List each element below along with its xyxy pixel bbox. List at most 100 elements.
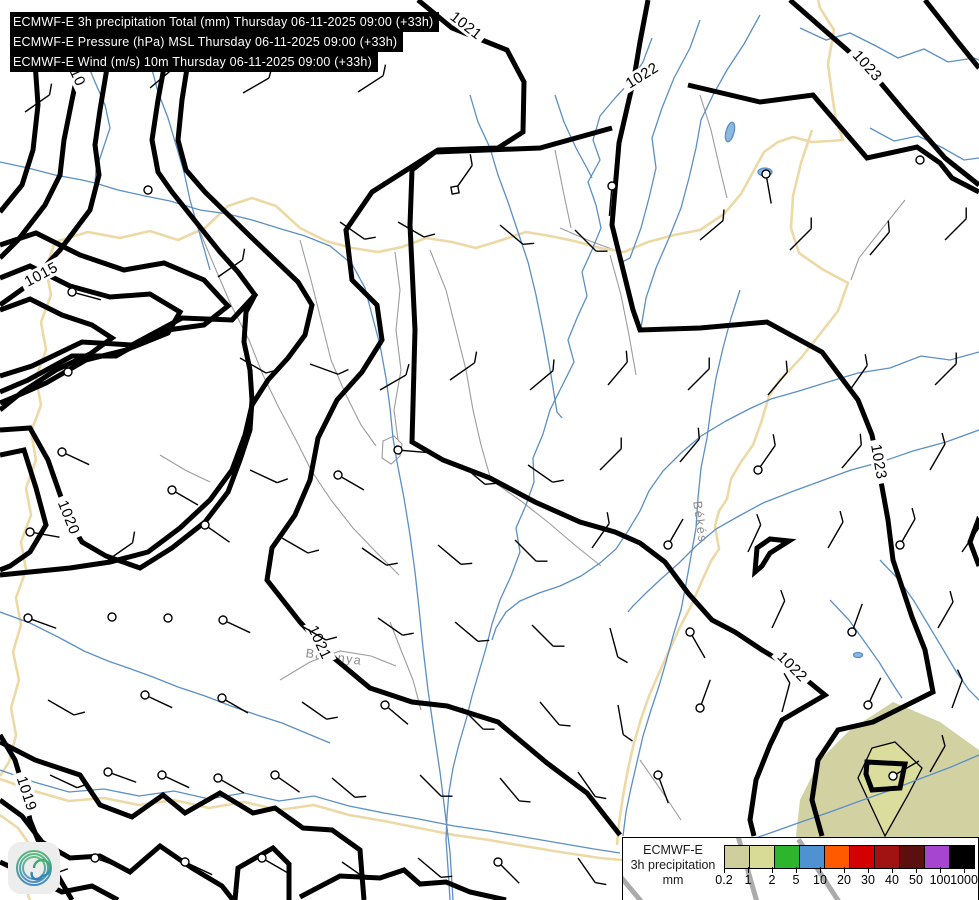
barb-shaft bbox=[175, 491, 199, 506]
barb-tick bbox=[337, 368, 349, 375]
legend-tick-label: 50 bbox=[909, 873, 923, 887]
station-circle bbox=[847, 627, 857, 637]
barb-tick bbox=[780, 589, 786, 602]
barb-shaft bbox=[574, 229, 597, 252]
barb-shaft bbox=[107, 542, 133, 561]
barb-shaft bbox=[896, 760, 920, 775]
barb-tick bbox=[553, 645, 565, 647]
wind-barb bbox=[107, 612, 117, 622]
barb-shaft bbox=[49, 774, 78, 789]
barb-shaft bbox=[766, 178, 772, 204]
isobar-label-text: 1023 bbox=[867, 443, 890, 481]
barb-shaft bbox=[527, 464, 553, 483]
legend-tick bbox=[820, 867, 821, 873]
wind-barb bbox=[180, 857, 213, 876]
wind-barb bbox=[653, 770, 669, 804]
header-line-wind: ECMWF-E Wind (m/s) 10m Thursday 06-11-20… bbox=[10, 52, 378, 72]
barb-shaft bbox=[65, 453, 90, 466]
station-circle bbox=[157, 770, 167, 780]
barb-shaft bbox=[687, 368, 710, 391]
legend-tick-label: 0.2 bbox=[715, 873, 733, 887]
station-circle bbox=[25, 527, 35, 537]
legend-tick bbox=[844, 867, 845, 873]
wind-barb bbox=[607, 181, 617, 216]
barb-tick bbox=[473, 351, 478, 363]
wind-barb bbox=[753, 434, 776, 475]
wind-barb bbox=[380, 700, 409, 725]
wind-barb bbox=[63, 352, 92, 377]
station-circle bbox=[653, 770, 663, 780]
station-circle bbox=[103, 767, 113, 777]
wind-barb bbox=[270, 770, 300, 793]
barb-tick bbox=[460, 562, 473, 565]
isobar-label: 1023 bbox=[867, 438, 891, 485]
country-borders-layer bbox=[0, 0, 850, 900]
isobar-label-text: 1015 bbox=[22, 259, 61, 291]
barb-shaft bbox=[658, 778, 669, 804]
barb-tick bbox=[622, 733, 633, 742]
wind-barb bbox=[929, 432, 946, 471]
legend-swatch bbox=[824, 845, 850, 869]
wind-barb bbox=[213, 773, 245, 794]
wind-barb bbox=[687, 357, 710, 391]
barb-tick bbox=[241, 248, 246, 260]
legend-title-unit: mm bbox=[662, 873, 684, 887]
wind-barb bbox=[377, 617, 414, 636]
wind-barb bbox=[437, 544, 473, 565]
barb-shaft bbox=[299, 624, 327, 641]
barb-shaft bbox=[827, 521, 844, 549]
station-circle bbox=[663, 540, 673, 550]
wind-barb bbox=[599, 437, 622, 471]
station-circle bbox=[380, 700, 390, 710]
wind-barb bbox=[944, 207, 967, 241]
barb-shaft bbox=[419, 774, 442, 797]
barb-tick bbox=[536, 560, 548, 562]
barb-tick bbox=[949, 590, 954, 603]
wind-barb bbox=[25, 527, 60, 538]
barb-shaft bbox=[760, 445, 776, 467]
barb-shaft bbox=[929, 443, 946, 471]
barb-shaft bbox=[165, 776, 190, 789]
barb-shaft bbox=[699, 220, 724, 241]
legend-tick bbox=[892, 867, 893, 873]
wind-barb bbox=[591, 512, 610, 549]
wind-barb bbox=[789, 217, 812, 251]
header-line-precip: ECMWF-E 3h precipitation Total (mm) Thur… bbox=[10, 12, 440, 32]
barb-shaft bbox=[514, 539, 537, 562]
station-circle bbox=[607, 181, 617, 191]
wind-barb bbox=[499, 224, 535, 245]
wind-barb bbox=[539, 701, 571, 727]
wind-barb bbox=[67, 287, 102, 301]
isobar-label: 1020 bbox=[53, 493, 85, 541]
city-outline bbox=[381, 435, 403, 465]
barb-shaft bbox=[461, 707, 484, 730]
barb-shaft bbox=[341, 861, 367, 880]
wind-barb bbox=[301, 701, 338, 720]
wind-barb bbox=[393, 445, 428, 455]
barb-shaft bbox=[869, 231, 890, 256]
legend-tick-label: 5 bbox=[792, 873, 800, 887]
barb-shaft bbox=[76, 292, 102, 301]
station-circle bbox=[213, 773, 223, 783]
station-circle bbox=[895, 540, 905, 550]
barb-tick bbox=[697, 427, 700, 440]
barb-tick bbox=[941, 432, 946, 445]
barb-tick bbox=[76, 783, 89, 789]
wind-barb bbox=[107, 531, 136, 561]
barb-tick bbox=[965, 207, 967, 219]
wind-barb bbox=[929, 734, 946, 773]
legend-swatch bbox=[924, 845, 950, 869]
barb-shaft bbox=[357, 75, 384, 93]
barb-shaft bbox=[767, 371, 788, 396]
wind-barb bbox=[609, 627, 628, 664]
station-circle bbox=[915, 155, 925, 165]
wind-barb bbox=[863, 677, 882, 710]
barb-tick bbox=[839, 510, 844, 523]
wind-barb bbox=[761, 169, 772, 204]
barb-tick bbox=[325, 636, 338, 641]
wind-barb bbox=[771, 589, 786, 629]
wind-barb bbox=[103, 767, 137, 783]
legend-tick bbox=[964, 867, 965, 873]
barb-shaft bbox=[402, 449, 428, 454]
